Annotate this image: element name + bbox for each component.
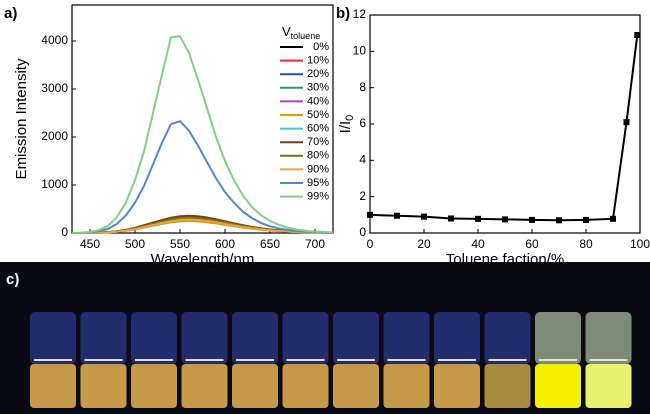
vial-top bbox=[232, 312, 278, 364]
x-tick-label: 650 bbox=[260, 237, 280, 251]
y-tick-label: 1000 bbox=[41, 177, 68, 191]
x-tick-label: 550 bbox=[170, 237, 190, 251]
panel-label: a) bbox=[4, 5, 17, 22]
y-axis-label: I/I0 bbox=[337, 115, 356, 134]
plot-frame bbox=[369, 14, 641, 234]
data-point bbox=[610, 215, 616, 222]
data-line bbox=[71, 35, 334, 234]
legend-label: 50% bbox=[307, 109, 329, 121]
data-point bbox=[421, 213, 427, 220]
vial-liquid bbox=[333, 364, 379, 408]
vial-top bbox=[30, 312, 76, 364]
y-tick-label: 10 bbox=[353, 44, 367, 58]
x-tick-label: 20 bbox=[417, 237, 431, 251]
legend-label: 60% bbox=[307, 123, 329, 135]
vial-liquid bbox=[80, 364, 127, 408]
data-point bbox=[394, 212, 400, 219]
legend-label: 30% bbox=[307, 82, 329, 94]
y-tick-label: 12 bbox=[353, 7, 367, 21]
data-line bbox=[71, 120, 334, 234]
y-axis-label-text: Emission Intensity bbox=[13, 58, 30, 179]
vial-top bbox=[181, 312, 228, 364]
legend-label: 20% bbox=[307, 68, 329, 80]
x-tick-label: 600 bbox=[215, 237, 235, 251]
y-tick-label: 3000 bbox=[41, 81, 68, 95]
vial-top bbox=[535, 312, 581, 364]
x-tick-label: 500 bbox=[125, 237, 145, 251]
vial-liquid bbox=[232, 364, 278, 408]
data-point bbox=[623, 119, 630, 126]
vial-top bbox=[282, 312, 329, 364]
y-tick-label: 0 bbox=[359, 225, 366, 239]
vial-liquid bbox=[434, 364, 480, 408]
plot-frame bbox=[71, 4, 334, 234]
legend-label: 95% bbox=[307, 177, 329, 189]
y-tick-label: 2 bbox=[359, 189, 366, 203]
vial-top bbox=[80, 312, 127, 364]
x-tick-label: 100 bbox=[630, 237, 650, 251]
legend-label: 10% bbox=[307, 55, 329, 67]
y-tick-label: 4 bbox=[359, 153, 366, 167]
y-axis-label-sub: 0 bbox=[344, 115, 356, 121]
legend-label: 90% bbox=[307, 163, 329, 175]
data-point bbox=[556, 217, 562, 224]
x-tick-label: 40 bbox=[471, 237, 485, 251]
data-line bbox=[369, 34, 639, 222]
y-tick-label: 4000 bbox=[41, 33, 68, 47]
legend-title: Vtoluene bbox=[282, 24, 320, 41]
data-point bbox=[634, 31, 641, 38]
x-tick-label: 60 bbox=[525, 237, 539, 251]
y-axis-label: Emission Intensity bbox=[13, 58, 30, 179]
legend-title-sub: toluene bbox=[291, 31, 321, 41]
vial-top bbox=[383, 312, 430, 364]
y-axis-label-text: I/I bbox=[337, 121, 354, 134]
legend-title-main: V bbox=[282, 24, 291, 39]
legend-label: 0% bbox=[313, 41, 329, 53]
legend-label: 70% bbox=[307, 136, 329, 148]
vial-liquid bbox=[585, 364, 632, 408]
panel-label: b) bbox=[336, 5, 350, 22]
y-tick-label: 6 bbox=[359, 116, 366, 130]
vial-top bbox=[585, 312, 632, 364]
vial-liquid bbox=[181, 364, 228, 408]
vials bbox=[30, 312, 632, 408]
vial-liquid bbox=[484, 364, 531, 408]
y-tick-label: 2000 bbox=[41, 129, 68, 143]
y-tick-label: 0 bbox=[61, 225, 68, 239]
vial-liquid bbox=[131, 364, 177, 408]
x-axis-label: Wavelength/nm bbox=[151, 251, 255, 268]
legend-label: 40% bbox=[307, 95, 329, 107]
vial-top bbox=[484, 312, 531, 364]
x-tick-label: 700 bbox=[305, 237, 325, 251]
vial-liquid bbox=[383, 364, 430, 408]
legend-label: 80% bbox=[307, 150, 329, 162]
x-tick-label: 80 bbox=[579, 237, 593, 251]
data-point bbox=[502, 216, 508, 223]
y-tick-label: 8 bbox=[359, 80, 366, 94]
data-point bbox=[529, 216, 535, 223]
vial-top bbox=[333, 312, 379, 364]
vial-liquid bbox=[30, 364, 76, 408]
vial-top bbox=[434, 312, 480, 364]
data-point bbox=[475, 215, 481, 222]
data-point bbox=[367, 211, 373, 218]
data-line bbox=[72, 218, 334, 234]
x-axis-label: Toluene faction/% bbox=[446, 251, 564, 268]
vial-top bbox=[131, 312, 177, 364]
x-tick-label: 450 bbox=[80, 237, 100, 251]
vial-liquid bbox=[535, 364, 581, 408]
data-point bbox=[583, 216, 589, 223]
data-point bbox=[448, 215, 454, 222]
legend-label: 99% bbox=[307, 191, 329, 203]
x-tick-label: 0 bbox=[367, 237, 374, 251]
panel-label: c) bbox=[6, 271, 19, 288]
vial-liquid bbox=[282, 364, 329, 408]
